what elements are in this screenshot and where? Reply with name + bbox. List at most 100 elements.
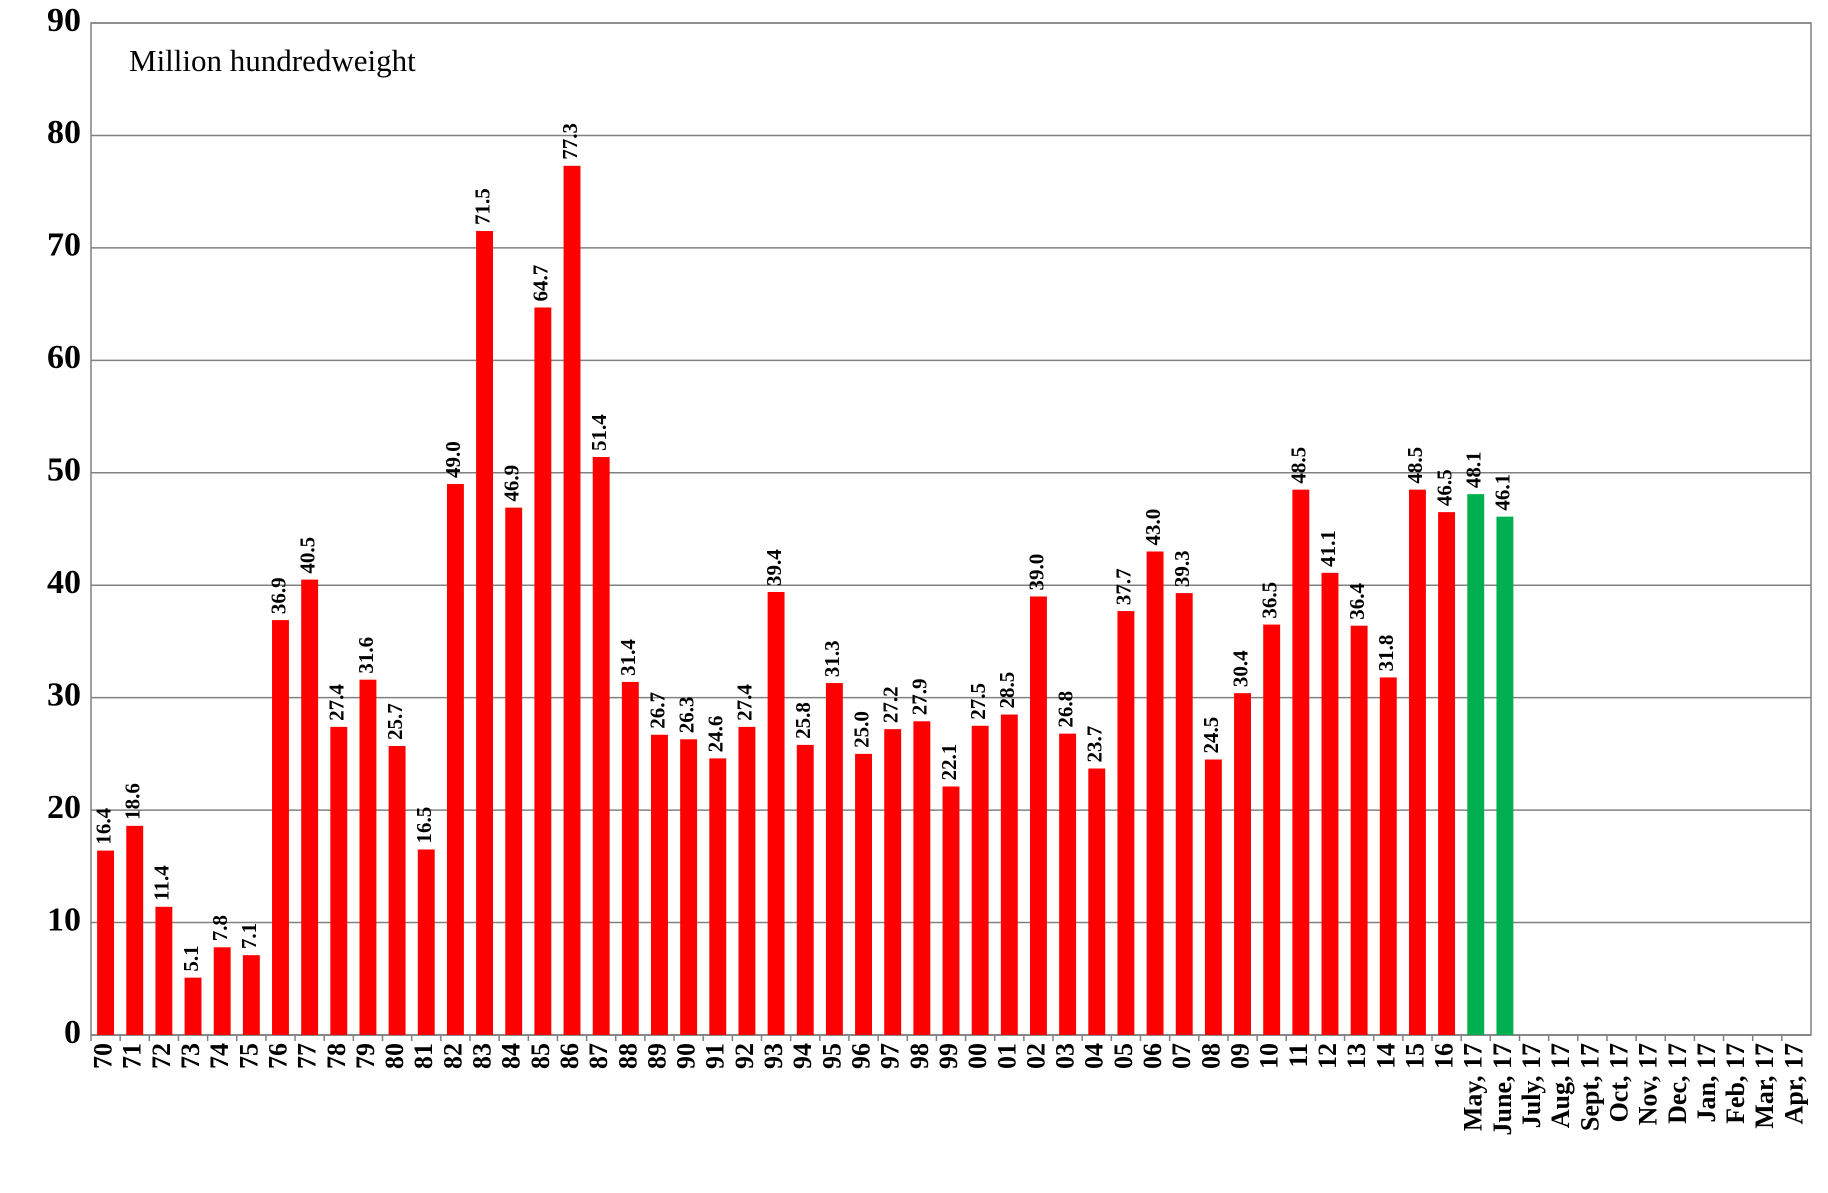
data-label: 25.8 bbox=[791, 702, 815, 739]
x-tick-label: Nov, 17 bbox=[1634, 1043, 1663, 1125]
bar bbox=[272, 620, 289, 1035]
bar bbox=[884, 729, 902, 1035]
data-label: 16.4 bbox=[91, 807, 115, 844]
data-label: 27.2 bbox=[879, 686, 903, 723]
data-label: 36.9 bbox=[266, 577, 290, 614]
y-tick-label: 30 bbox=[47, 676, 81, 713]
x-tick-label: 12 bbox=[1313, 1043, 1342, 1069]
data-label: 5.1 bbox=[179, 945, 203, 971]
data-label: 25.0 bbox=[849, 711, 873, 748]
data-label: 41.1 bbox=[1316, 530, 1340, 567]
data-label: 7.8 bbox=[208, 915, 232, 941]
bar bbox=[1263, 624, 1281, 1035]
x-tick-label: Apr, 17 bbox=[1779, 1043, 1808, 1124]
y-tick-label: 10 bbox=[47, 901, 81, 938]
bar bbox=[1467, 494, 1485, 1035]
data-label: 11.4 bbox=[150, 865, 174, 901]
y-tick-label: 60 bbox=[47, 339, 81, 376]
bar bbox=[1234, 693, 1251, 1035]
x-tick-label: July, 17 bbox=[1517, 1043, 1546, 1128]
x-tick-label: 93 bbox=[759, 1043, 788, 1069]
x-tick-label: 87 bbox=[584, 1043, 613, 1069]
x-tick-label: Mar, 17 bbox=[1750, 1043, 1779, 1129]
data-label: 31.3 bbox=[820, 640, 844, 677]
bar bbox=[1030, 596, 1047, 1035]
data-label: 49.0 bbox=[441, 441, 465, 478]
data-label: 43.0 bbox=[1141, 509, 1165, 546]
data-label: 22.1 bbox=[937, 744, 961, 781]
x-tick-label: 80 bbox=[380, 1043, 409, 1069]
bar bbox=[651, 734, 668, 1035]
data-label: 26.7 bbox=[645, 692, 669, 729]
data-label: 77.3 bbox=[558, 123, 582, 160]
x-tick-label: 91 bbox=[701, 1043, 730, 1069]
x-tick-label: 03 bbox=[1051, 1043, 1080, 1069]
bar bbox=[1292, 489, 1310, 1036]
x-tick-label: 02 bbox=[1021, 1043, 1050, 1069]
bar bbox=[330, 726, 348, 1035]
x-tick-label: Oct, 17 bbox=[1604, 1043, 1633, 1122]
x-tick-label: 77 bbox=[293, 1043, 322, 1069]
data-label: 39.0 bbox=[1024, 554, 1048, 591]
bar bbox=[213, 947, 231, 1035]
x-tick-label: 86 bbox=[555, 1043, 584, 1069]
bar bbox=[301, 579, 319, 1035]
bar bbox=[1000, 714, 1018, 1035]
bar bbox=[592, 457, 610, 1036]
bar bbox=[446, 484, 464, 1035]
bar bbox=[417, 849, 435, 1035]
x-tick-label: Feb, 17 bbox=[1721, 1043, 1750, 1124]
bar bbox=[680, 739, 698, 1035]
bar bbox=[796, 744, 814, 1035]
x-tick-label: 16 bbox=[1430, 1043, 1459, 1069]
data-label: 27.4 bbox=[733, 684, 757, 721]
x-tick-label: 01 bbox=[992, 1043, 1021, 1069]
y-tick-label: 80 bbox=[47, 114, 81, 151]
bar bbox=[505, 507, 523, 1035]
y-tick-label: 70 bbox=[47, 227, 81, 264]
data-label: 27.9 bbox=[908, 679, 932, 716]
x-tick-label: 04 bbox=[1080, 1043, 1109, 1069]
bar bbox=[242, 955, 260, 1035]
data-label: 40.5 bbox=[295, 537, 319, 574]
x-tick-label: 79 bbox=[351, 1043, 380, 1069]
x-tick-label: 96 bbox=[847, 1043, 876, 1069]
bar bbox=[1496, 516, 1514, 1035]
bar bbox=[1088, 768, 1106, 1035]
bar bbox=[388, 746, 406, 1035]
x-tick-label: 94 bbox=[788, 1043, 817, 1069]
x-tick-label: 88 bbox=[613, 1043, 642, 1069]
x-tick-label: 99 bbox=[934, 1043, 963, 1069]
bar bbox=[563, 165, 581, 1035]
data-label: 36.5 bbox=[1257, 582, 1281, 619]
bar bbox=[1059, 733, 1077, 1035]
data-label: 36.4 bbox=[1345, 582, 1369, 619]
y-tick-label: 20 bbox=[47, 789, 81, 826]
x-tick-label: 75 bbox=[234, 1043, 263, 1069]
x-tick-label: 84 bbox=[497, 1043, 526, 1069]
data-label: 48.5 bbox=[1403, 447, 1427, 484]
bar bbox=[1117, 611, 1135, 1035]
bar bbox=[855, 753, 872, 1035]
x-tick-label: May, 17 bbox=[1459, 1043, 1488, 1131]
x-tick-label: 83 bbox=[468, 1043, 497, 1069]
x-tick-label: 11 bbox=[1284, 1043, 1313, 1068]
x-tick-label: 90 bbox=[672, 1043, 701, 1069]
bar bbox=[184, 977, 202, 1035]
bar bbox=[1321, 572, 1339, 1035]
x-tick-label: 14 bbox=[1371, 1043, 1400, 1069]
x-tick-label: 07 bbox=[1167, 1043, 1196, 1069]
data-label: 64.7 bbox=[529, 265, 553, 302]
data-label: 46.1 bbox=[1491, 474, 1515, 511]
data-label: 37.7 bbox=[1112, 568, 1136, 605]
data-label: 39.3 bbox=[1170, 550, 1194, 587]
bar bbox=[767, 591, 785, 1035]
data-label: 27.5 bbox=[966, 683, 990, 720]
y-tick-label: 50 bbox=[47, 452, 81, 489]
data-label: 16.5 bbox=[412, 807, 436, 844]
x-tick-label: 81 bbox=[409, 1043, 438, 1069]
x-tick-label: Aug, 17 bbox=[1546, 1043, 1575, 1128]
bar bbox=[825, 683, 843, 1035]
data-label: 30.4 bbox=[1228, 650, 1252, 687]
